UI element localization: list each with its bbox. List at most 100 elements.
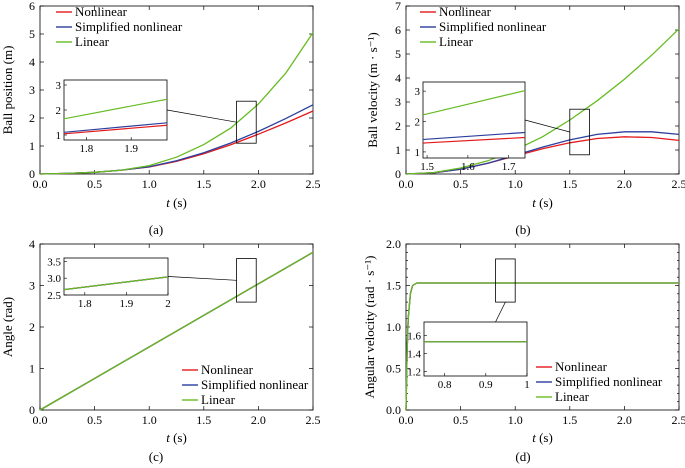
x-tick-label: 0.0	[399, 177, 414, 191]
legend-label: Nonlinear	[75, 4, 128, 19]
y-tick-label: 2	[395, 119, 401, 133]
series-line-linear	[39, 251, 314, 411]
legend-label: Simplified nonlinear	[75, 19, 183, 34]
x-axis-label: t (s)	[166, 195, 187, 210]
x-tick-label: 0.5	[87, 413, 102, 427]
zoom-box	[569, 108, 590, 156]
y-tick-label: 1	[395, 143, 401, 157]
panel-caption: (c)	[149, 449, 163, 464]
x-tick-label: 2.5	[672, 413, 685, 427]
inset-x-tick-label: 1.9	[124, 143, 138, 155]
x-tick-label: 1.5	[196, 413, 211, 427]
x-axis-unit: (s)	[536, 195, 553, 210]
inset-y-tick-label: 1.6	[407, 331, 421, 343]
inset-y-tick-label: 1	[415, 147, 421, 159]
inset-connector	[167, 276, 237, 281]
inset-x-tick-label: 0.8	[438, 379, 452, 391]
y-tick-label: 0.0	[386, 403, 401, 417]
axes-box	[405, 5, 680, 175]
legend-label: Simplified nonlinear	[201, 377, 309, 392]
x-tick-label: 1.5	[562, 413, 577, 427]
legend-label: Simplified nonlinear	[555, 374, 663, 389]
y-tick-label: 2.0	[386, 237, 401, 251]
x-tick-label: 0.5	[453, 413, 468, 427]
x-tick-label: 2.0	[617, 413, 632, 427]
y-tick-label: 3	[395, 95, 401, 109]
inset-x-tick-label: 1.5	[420, 161, 434, 173]
x-tick-label: 2.0	[251, 413, 266, 427]
inset-x-tick-label: 1.8	[78, 298, 92, 310]
y-tick-label: 0	[29, 167, 35, 181]
legend-label: Nonlinear	[439, 4, 492, 19]
inset-series-nonlinear	[423, 136, 525, 144]
zoom-box	[495, 258, 516, 303]
panel-caption: (d)	[515, 449, 530, 464]
y-tick-label: 1.5	[386, 279, 401, 293]
y-tick-label: 3	[29, 83, 35, 97]
inset-x-tick-label: 1.8	[80, 143, 94, 155]
x-tick-label: 2.5	[672, 177, 685, 191]
y-tick-label: 6	[395, 23, 401, 37]
inset-series-simplified	[64, 276, 168, 291]
inset-y-tick-label: 3.0	[47, 273, 61, 285]
x-axis-unit: (s)	[536, 430, 553, 445]
x-axis-unit: (s)	[170, 430, 187, 445]
inset-y-tick-label: 3	[415, 86, 421, 98]
legend-label: Nonlinear	[555, 359, 608, 374]
x-axis-label: t (s)	[532, 430, 553, 445]
x-tick-label: 2.5	[306, 413, 321, 427]
y-tick-label: 0.5	[386, 362, 401, 376]
series-line-simplified	[405, 131, 680, 175]
y-axis-label: Ball velocity (m · s⁻¹)	[365, 32, 380, 147]
x-tick-label: 2.5	[306, 177, 321, 191]
x-axis-var: t	[166, 195, 170, 210]
panel-caption: (b)	[515, 222, 530, 237]
legend-label: Simplified nonlinear	[439, 19, 547, 34]
x-tick-label: 1.0	[142, 177, 157, 191]
x-axis-var: t	[532, 195, 536, 210]
x-tick-label: 1.5	[562, 177, 577, 191]
x-tick-label: 0.0	[399, 413, 414, 427]
inset-y-tick-label: 2	[56, 105, 62, 117]
inset-x-tick-label: 2	[165, 298, 171, 310]
y-tick-label: 4	[29, 237, 35, 251]
x-tick-label: 1.0	[142, 413, 157, 427]
inset-x-tick-label: 1.7	[502, 161, 516, 173]
y-tick-label: 6	[29, 0, 35, 13]
inset-y-tick-label: 3	[56, 80, 62, 92]
x-tick-label: 1.5	[196, 177, 211, 191]
panel-2: 0.0 0.5 1.0 1.5 2.0 2.5 0 1 2 3 4 5 6 7 1.5 1.6 1.7 1 2 3 No…	[365, 0, 685, 237]
inset-y-tick-label: 3.5	[47, 256, 61, 268]
legend-label: Linear	[555, 389, 590, 404]
x-tick-label: 1.0	[508, 413, 523, 427]
inset-y-tick-label: 2	[415, 117, 421, 129]
y-tick-label: 1	[29, 139, 35, 153]
y-tick-label: 0	[29, 403, 35, 417]
panel-1: 0.0 0.5 1.0 1.5 2.0 2.5 0 1 2 3 4 5 6 1.8 1.9 1 2 3 Nonlin…	[0, 0, 321, 237]
y-tick-label: 3	[29, 279, 35, 293]
inset-y-tick-label: 1.2	[407, 367, 421, 379]
legend-label: Linear	[439, 34, 474, 49]
inset-connector	[166, 109, 237, 123]
y-tick-label: 4	[29, 55, 35, 69]
legend-label: Linear	[75, 34, 110, 49]
y-tick-label: 1	[29, 362, 35, 376]
panel-3: 0.0 0.5 1.0 1.5 2.0 2.5 0 1 2 3 4 1.8 1.9 2 2.5 3.0 3.5 N…	[0, 237, 321, 464]
legend-label: Linear	[201, 392, 236, 407]
inset-y-tick-label: 1.4	[407, 349, 421, 361]
panel-4: 0.0 0.5 1.0 1.5 2.0 2.5 0.0 0.5 1.0 1.5 2.0 0.8 0.9 1…	[362, 237, 685, 464]
x-axis-label: t (s)	[532, 195, 553, 210]
y-tick-label: 5	[29, 27, 35, 41]
zoom-box	[236, 258, 257, 303]
y-axis-label: Angle (rad)	[0, 297, 15, 357]
x-axis-label: t (s)	[166, 430, 187, 445]
series-line-linear	[405, 282, 679, 411]
inset-box	[422, 81, 526, 159]
series-line-linear	[39, 32, 314, 175]
x-tick-label: 0.5	[87, 177, 102, 191]
y-tick-label: 2	[29, 111, 35, 125]
x-tick-label: 2.0	[617, 177, 632, 191]
y-tick-label: 1.0	[386, 320, 401, 334]
inset-y-tick-label: 2.5	[47, 290, 61, 302]
